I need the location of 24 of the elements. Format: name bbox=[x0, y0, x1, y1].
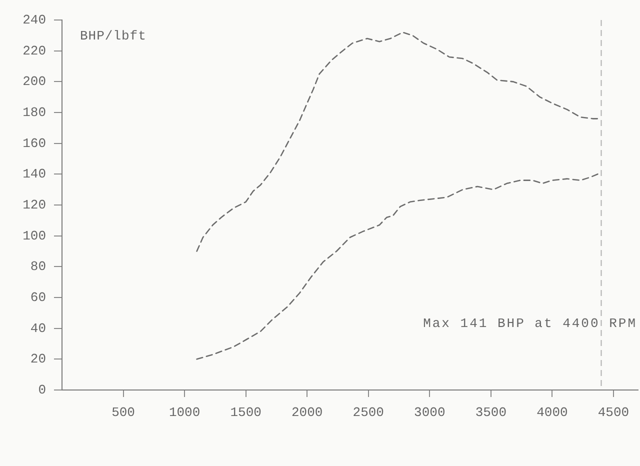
x-tick-label: 4500 bbox=[598, 405, 630, 420]
annotation: Max 141 BHP at 4400 RPM bbox=[423, 316, 637, 331]
y-tick-label: 200 bbox=[22, 74, 46, 90]
y-tick-label: 180 bbox=[22, 104, 46, 120]
y-tick-label: 60 bbox=[30, 290, 46, 305]
y-tick-label: 100 bbox=[22, 228, 46, 244]
y-tick-label: 0 bbox=[38, 382, 46, 398]
y-tick-label: 20 bbox=[30, 352, 46, 367]
y-tick-label: 40 bbox=[30, 320, 46, 336]
x-tick-label: 3500 bbox=[475, 405, 507, 420]
x-tick-label: 500 bbox=[112, 405, 135, 420]
y-axis-title: BHP/lbft bbox=[80, 28, 146, 44]
y-tick-label: 160 bbox=[22, 136, 46, 151]
y-tick-label: 140 bbox=[22, 166, 46, 182]
x-tick-label: 1500 bbox=[230, 405, 262, 420]
y-tick-label: 240 bbox=[22, 12, 46, 28]
x-tick-label: 1000 bbox=[168, 405, 200, 420]
y-tick-label: 120 bbox=[22, 197, 46, 212]
y-tick-label: 80 bbox=[30, 259, 46, 274]
x-tick-label: 4000 bbox=[536, 405, 568, 420]
x-tick-label: 3000 bbox=[414, 405, 446, 420]
y-tick-label: 220 bbox=[22, 43, 46, 58]
x-tick-label: 2500 bbox=[352, 405, 384, 420]
x-tick-label: 2000 bbox=[291, 405, 323, 420]
